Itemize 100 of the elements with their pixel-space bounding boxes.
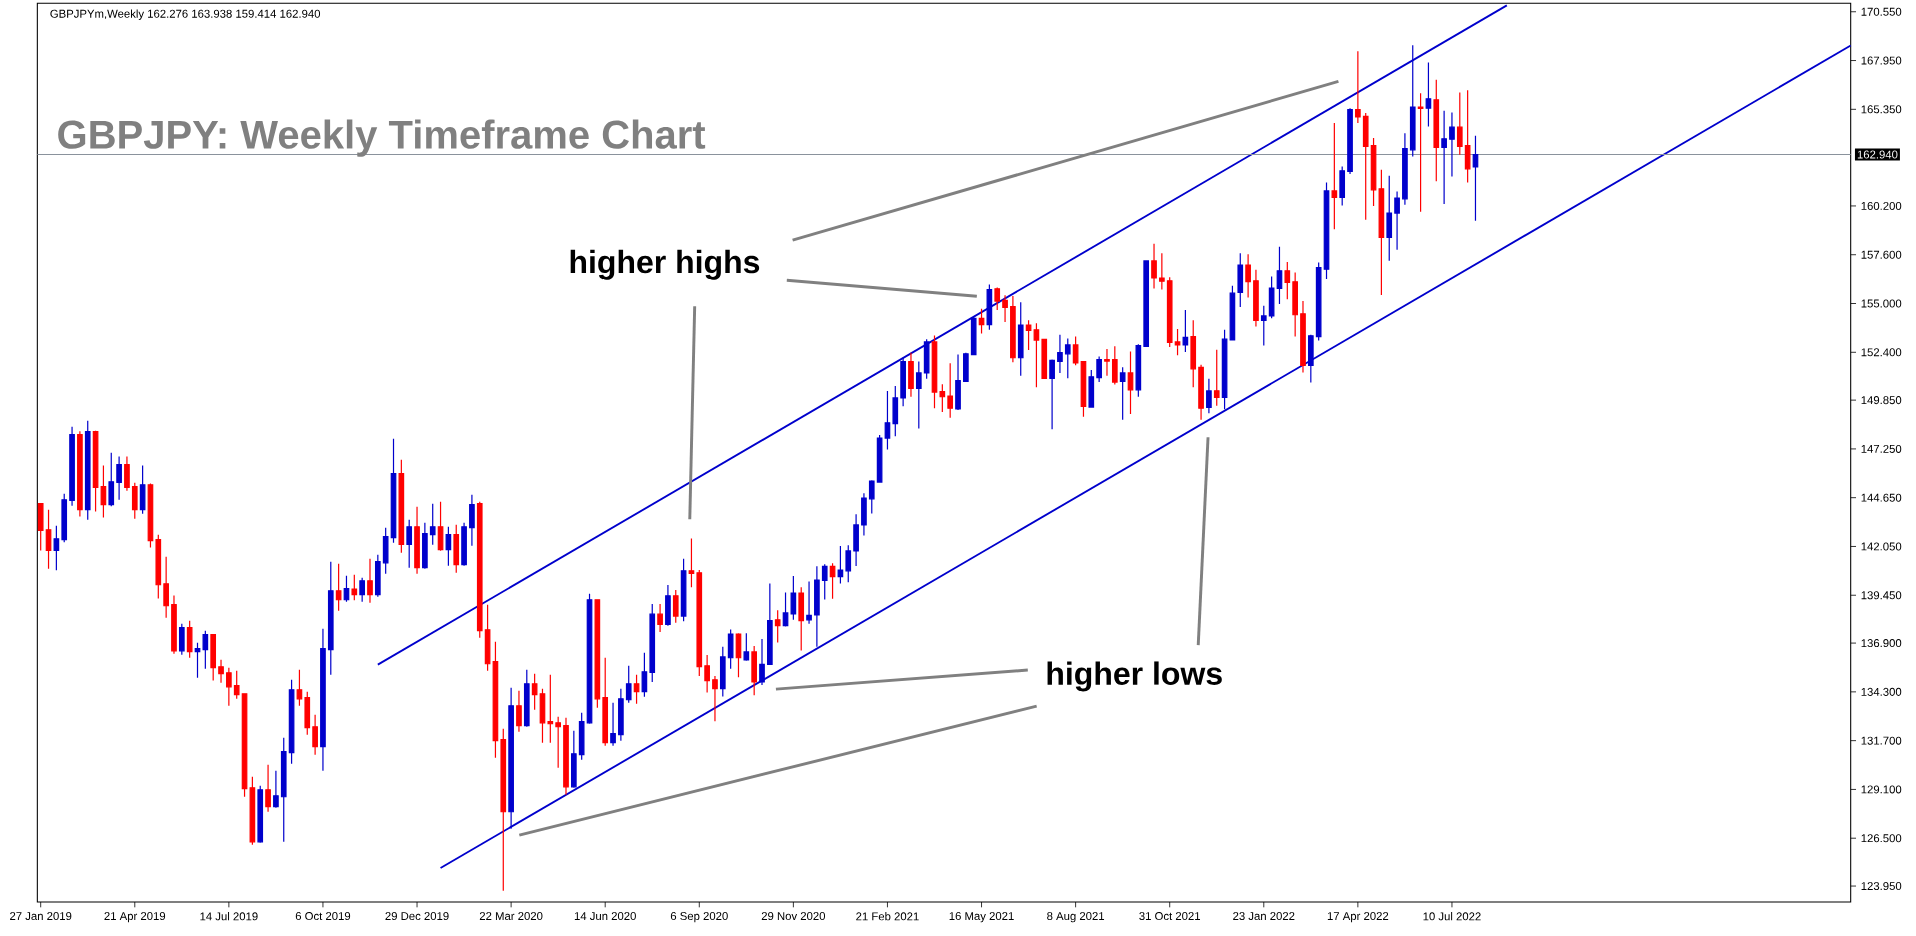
candlestick: [1182, 309, 1189, 353]
candlestick: [1386, 175, 1393, 262]
candlestick: [108, 452, 115, 507]
candlestick: [939, 383, 946, 413]
candlestick: [665, 584, 671, 627]
candlestick: [1135, 343, 1142, 398]
candlestick: [1331, 122, 1338, 230]
candlestick: [1276, 246, 1283, 305]
candlestick: [257, 785, 264, 844]
candlestick: [476, 501, 483, 639]
candlestick: [1096, 356, 1102, 383]
candlestick: [469, 494, 475, 547]
candlestick: [994, 286, 1001, 311]
candlestick: [1292, 271, 1298, 338]
candlestick: [69, 426, 75, 507]
candlestick: [657, 603, 663, 633]
y-tick-label: 123.950: [1861, 882, 1902, 891]
candlestick: [1002, 294, 1008, 323]
candlestick: [790, 575, 797, 621]
x-tick-label: 29 Dec 2019: [385, 912, 449, 921]
candlestick: [751, 645, 758, 696]
x-tick-label: 31 Oct 2021: [1139, 912, 1201, 921]
candlestick: [45, 509, 52, 570]
candlestick: [594, 599, 601, 709]
candlestick: [923, 338, 930, 380]
candlestick: [1072, 335, 1079, 366]
candlestick: [116, 456, 122, 501]
candlestick: [233, 670, 240, 700]
y-tick-label: 136.900: [1861, 639, 1902, 648]
candlestick: [1315, 261, 1322, 342]
candlestick: [280, 737, 287, 843]
candlestick: [210, 634, 217, 682]
candlestick: [1456, 91, 1463, 156]
candlestick: [155, 534, 162, 600]
y-tick-label: 152.400: [1861, 348, 1902, 357]
candlestick: [453, 524, 460, 574]
candlestick: [774, 609, 781, 644]
x-tick-label: 22 Mar 2020: [479, 912, 543, 921]
candlestick: [84, 420, 91, 521]
candlestick: [759, 638, 765, 686]
candlestick: [1339, 165, 1346, 206]
candlestick: [578, 712, 585, 761]
candlestick: [970, 315, 977, 356]
candlestick: [625, 665, 632, 704]
x-tick-label: 27 Jan 2019: [10, 912, 72, 921]
candlestick: [900, 357, 906, 407]
candlestick: [547, 674, 554, 744]
candlestick: [523, 669, 530, 728]
candlestick: [908, 352, 914, 398]
candlestick: [868, 479, 875, 515]
candlestick: [743, 632, 750, 662]
x-tick-label: 17 Apr 2022: [1327, 912, 1389, 923]
candlestick: [1307, 334, 1314, 384]
candlestick: [1159, 252, 1165, 291]
x-tick-label: 8 Aug 2021: [1047, 912, 1105, 923]
candlestick: [649, 603, 656, 683]
candlestick: [1190, 319, 1197, 388]
candlestick: [531, 673, 538, 711]
x-tick-label: 29 Nov 2020: [761, 912, 826, 921]
candlestick: [445, 526, 452, 567]
candlestick: [814, 565, 820, 648]
candlestick: [296, 669, 303, 707]
candlestick: [265, 764, 271, 813]
candlestick: [273, 770, 279, 809]
candlestick: [696, 569, 703, 677]
annotation: GBPJPYm,Weekly 162.276 163.938 159.414 162.940: [50, 9, 321, 20]
candlestick: [1409, 44, 1416, 158]
x-tick-label: 16 May 2021: [949, 912, 1014, 923]
candlestick: [618, 688, 624, 742]
candlestick: [798, 586, 805, 652]
candlestick: [461, 522, 467, 567]
candlestick: [1166, 276, 1173, 348]
candlestick: [218, 659, 224, 684]
candlestick: [704, 654, 710, 694]
y-tick-label: 149.850: [1861, 396, 1902, 405]
candlestick: [1088, 369, 1095, 409]
candlestick: [186, 620, 193, 659]
candlestick: [712, 675, 718, 722]
candlestick: [1049, 359, 1055, 430]
x-tick-label: 14 Jul 2019: [200, 912, 258, 921]
candlestick: [422, 522, 428, 570]
candlestick: [602, 657, 609, 747]
candlestick: [312, 714, 318, 756]
candlestick: [327, 561, 334, 676]
candlestick: [508, 687, 514, 830]
candlestick: [633, 674, 640, 705]
candlestick: [1433, 79, 1440, 182]
candlestick: [955, 353, 961, 411]
candlestick: [1464, 89, 1471, 184]
candlestick: [821, 563, 828, 601]
candlestick: [1127, 350, 1134, 415]
candlestick: [139, 465, 146, 515]
candlestick: [892, 385, 899, 437]
candlestick: [986, 283, 993, 331]
candlestick: [500, 728, 507, 892]
candlestick: [555, 716, 561, 769]
candlestick: [963, 352, 969, 383]
candlestick: [915, 360, 922, 430]
candlestick: [563, 717, 569, 796]
candlestick: [1394, 190, 1400, 251]
